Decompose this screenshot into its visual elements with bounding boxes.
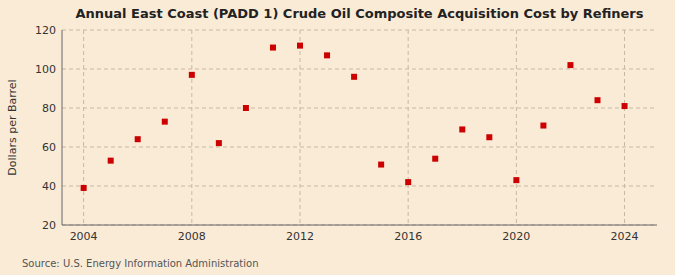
x-grid-line	[624, 30, 625, 225]
title: Annual East Coast (PADD 1) Crude Oil Com…	[75, 6, 643, 21]
point	[459, 126, 465, 132]
point	[108, 158, 114, 164]
x-axis-line	[62, 225, 657, 226]
point	[297, 43, 303, 49]
x-tick-label: 2016	[394, 230, 422, 243]
x-tick-label: 2024	[611, 230, 639, 243]
chart: 2004 2008 2012 2016 2020 2024 20 40 60 80 100 120 Do…	[0, 0, 675, 275]
point	[513, 177, 519, 183]
x-grid-line	[191, 30, 192, 225]
y-tick-label: 40	[42, 180, 56, 193]
point	[189, 72, 195, 78]
y-grid-line	[62, 225, 657, 226]
x-grid-line	[83, 30, 84, 225]
y-tick-label: 60	[42, 141, 56, 154]
grid	[62, 30, 657, 225]
x-tick-label: 2008	[178, 230, 206, 243]
point	[243, 105, 249, 111]
point	[270, 45, 276, 51]
x-tick-label: 2012	[286, 230, 314, 243]
point	[432, 156, 438, 162]
point	[351, 74, 357, 80]
point	[567, 62, 573, 68]
point	[324, 52, 330, 58]
y-grid-line	[62, 30, 657, 31]
y-axis-line	[62, 30, 63, 225]
point	[486, 134, 492, 140]
point	[162, 119, 168, 125]
y-grid-line	[62, 147, 657, 148]
x-grid-line	[516, 30, 517, 225]
x-tick-label: 2004	[70, 230, 98, 243]
y-tick-label: 120	[35, 24, 56, 37]
y-grid-line	[62, 69, 657, 70]
point	[405, 179, 411, 185]
y-grid-line	[62, 108, 657, 109]
point	[622, 103, 628, 109]
point	[216, 140, 222, 146]
point	[378, 162, 384, 168]
y-grid-line	[62, 186, 657, 187]
y-tick-label: 20	[42, 219, 56, 232]
y-axis-label: Dollars per Barrel	[6, 79, 19, 175]
y-tick-label: 100	[35, 63, 56, 76]
point	[595, 97, 601, 103]
point	[540, 123, 546, 129]
source-note: Source: U.S. Energy Information Administ…	[22, 258, 259, 269]
points	[81, 43, 628, 191]
point	[135, 136, 141, 142]
x-grid-line	[408, 30, 409, 225]
point	[81, 185, 87, 191]
x-tick-label: 2020	[502, 230, 530, 243]
x-grid-line	[300, 30, 301, 225]
y-tick-label: 80	[42, 102, 56, 115]
